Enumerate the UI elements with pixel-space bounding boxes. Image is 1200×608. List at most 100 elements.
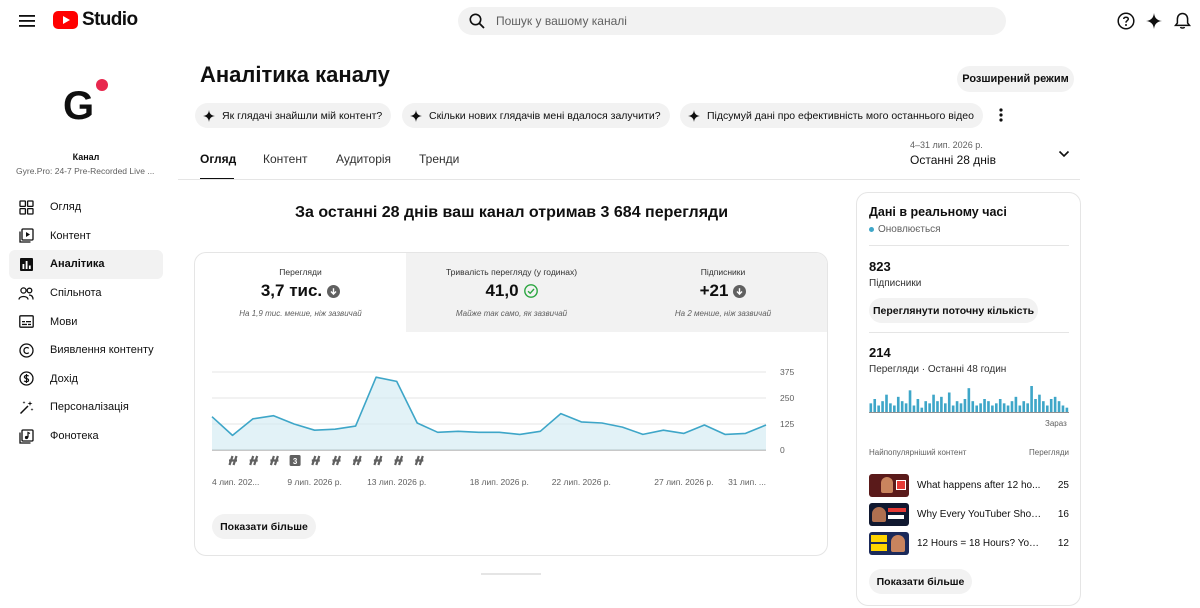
now-label: Зараз [1045, 419, 1067, 428]
thumbnail-face [881, 476, 893, 493]
realtime-bar [1034, 399, 1037, 412]
overview-card: Перегляди 3,7 тис. На 1,9 тис. менше, ні… [194, 252, 828, 556]
realtime-bar [963, 399, 967, 412]
sidebar-nav: Огляд Контент Аналітика Спільнота Мови В… [9, 193, 163, 450]
realtime-bar-chart[interactable] [869, 381, 1069, 413]
divider [869, 245, 1069, 246]
realtime-bar [1026, 403, 1029, 412]
sidebar-item-label: Дохід [50, 372, 78, 385]
youtube-studio-logo[interactable]: Studio [53, 9, 138, 31]
search-bar[interactable] [458, 7, 1006, 35]
sidebar-item-content-detection[interactable]: Виявлення контенту [9, 336, 163, 365]
video-views: 25 [1057, 479, 1069, 491]
realtime-bar [932, 394, 935, 412]
video-marker[interactable] [413, 455, 425, 466]
video-marker[interactable] [393, 455, 405, 466]
chip-label: Підсумуй дані про ефективність мого оста… [707, 109, 974, 122]
svg-text:G: G [63, 84, 94, 127]
channel-label: Канал [72, 152, 100, 162]
ai-prompt-chip[interactable]: Як глядачі знайшли мій контент? [195, 103, 392, 128]
realtime-bar [991, 405, 994, 412]
channel-avatar[interactable]: G [59, 75, 111, 127]
sidebar-item-dashboard[interactable]: Огляд [9, 193, 163, 222]
video-marker[interactable] [227, 455, 239, 466]
realtime-bar [916, 399, 920, 412]
sidebar-item-languages[interactable]: Мови [9, 307, 163, 336]
realtime-bar [936, 401, 939, 412]
metric-views[interactable]: Перегляди 3,7 тис. На 1,9 тис. менше, ні… [195, 253, 406, 332]
realtime-bar [885, 394, 888, 412]
video-marker[interactable] [268, 455, 280, 466]
tab-content[interactable]: Контент [263, 152, 308, 166]
x-tick-label: 9 лип. 2026 р. [287, 477, 341, 487]
sparkle-icon [688, 109, 700, 122]
metric-watch-time[interactable]: Тривалість перегляду (у годинах) 41,0 Ма… [406, 253, 617, 332]
sidebar-item-label: Контент [50, 229, 91, 242]
help-icon[interactable] [1115, 10, 1137, 32]
search-input[interactable] [496, 14, 976, 28]
metric-value-row: 41,0 [406, 281, 617, 301]
tab-overview[interactable]: Огляд [200, 152, 236, 180]
x-tick-label: 18 лип. 2026 р. [470, 477, 529, 487]
video-marker[interactable] [310, 455, 322, 466]
sparkle-icon[interactable] [1143, 10, 1165, 32]
notifications-bell-icon[interactable] [1171, 10, 1193, 32]
chevron-down-icon[interactable] [1057, 147, 1071, 161]
top-video-row[interactable]: What happens after 12 ho... 25 [869, 473, 1069, 497]
video-marker[interactable] [351, 455, 363, 466]
video-marker[interactable] [248, 455, 260, 466]
video-marker[interactable] [372, 455, 384, 466]
more-vert-icon[interactable] [993, 105, 1009, 125]
metric-value: 3,7 тис. [260, 281, 323, 300]
sidebar-item-content[interactable]: Контент [9, 222, 163, 251]
realtime-bar [889, 403, 892, 412]
realtime-bar [994, 403, 998, 412]
views-line [211, 376, 767, 437]
video-marker[interactable] [331, 455, 342, 466]
realtime-bar [1022, 401, 1026, 412]
trend-down-icon [327, 284, 341, 298]
thumbnail-badge [896, 479, 906, 490]
tab-audience[interactable]: Аудиторія [336, 152, 392, 166]
metric-subscribers[interactable]: Підписники +21 На 2 менше, ніж зазвичай [617, 253, 827, 332]
sidebar-item-audio-library[interactable]: Фонотека [9, 422, 163, 451]
show-more-button[interactable]: Показати більше [212, 514, 316, 539]
realtime-bar [1018, 405, 1022, 412]
tab-trends[interactable]: Тренди [419, 152, 460, 166]
thumbnail-text-bar [871, 534, 887, 542]
top-video-row[interactable]: 12 Hours = 18 Hours? You... 12 [869, 531, 1069, 555]
video-marker-glyph [331, 455, 342, 466]
realtime-bar [951, 405, 955, 412]
metric-label: Підписники [700, 267, 746, 277]
dashboard-icon [18, 199, 34, 215]
y-tick-label: 0 [780, 445, 785, 455]
date-range-picker[interactable]: 4–31 лип. 2026 р. Останні 28 днів [910, 140, 1080, 167]
view-current-count-button[interactable]: Переглянути поточну кількість [869, 298, 1038, 323]
top-video-row[interactable]: Why Every YouTuber Shou... 16 [869, 502, 1069, 526]
sidebar-item-customization[interactable]: Персоналізація [9, 393, 163, 422]
sidebar-item-analytics[interactable]: Аналітика [9, 250, 163, 279]
realtime-bar [998, 399, 1002, 412]
realtime-status: Оновлюється [869, 224, 941, 235]
x-tick-label: 4 лип. 202... [212, 477, 259, 487]
sidebar-item-community[interactable]: Спільнота [9, 279, 163, 308]
thumbnail-text-bar [888, 514, 904, 519]
hamburger-menu-icon[interactable] [14, 8, 40, 34]
realtime-status-text: Оновлюється [878, 224, 941, 235]
views-48h-label: Перегляди · Останні 48 годин [869, 364, 1007, 375]
advanced-mode-button[interactable]: Розширений режим [957, 66, 1074, 92]
sidebar-item-earn[interactable]: Дохід [9, 365, 163, 394]
ai-prompt-chip[interactable]: Підсумуй дані про ефективність мого оста… [680, 103, 983, 128]
views-line-chart[interactable]: 375 250 125 0 4 лип. 202... 9 лип. 2026 р. 13… [195, 353, 827, 503]
realtime-bar [1042, 401, 1045, 412]
realtime-bar [955, 401, 959, 412]
realtime-bar [1014, 396, 1018, 412]
ai-prompt-chip[interactable]: Скільки нових глядачів мені вдалося залу… [402, 103, 670, 128]
thumbnail-face [891, 534, 905, 552]
thumbnail-face [872, 506, 886, 522]
realtime-show-more-button[interactable]: Показати більше [869, 569, 972, 594]
video-title: 12 Hours = 18 Hours? You... [917, 537, 1042, 549]
views-area [212, 377, 766, 450]
subtitles-icon [18, 314, 34, 330]
video-marker[interactable]: 3 [289, 455, 301, 466]
